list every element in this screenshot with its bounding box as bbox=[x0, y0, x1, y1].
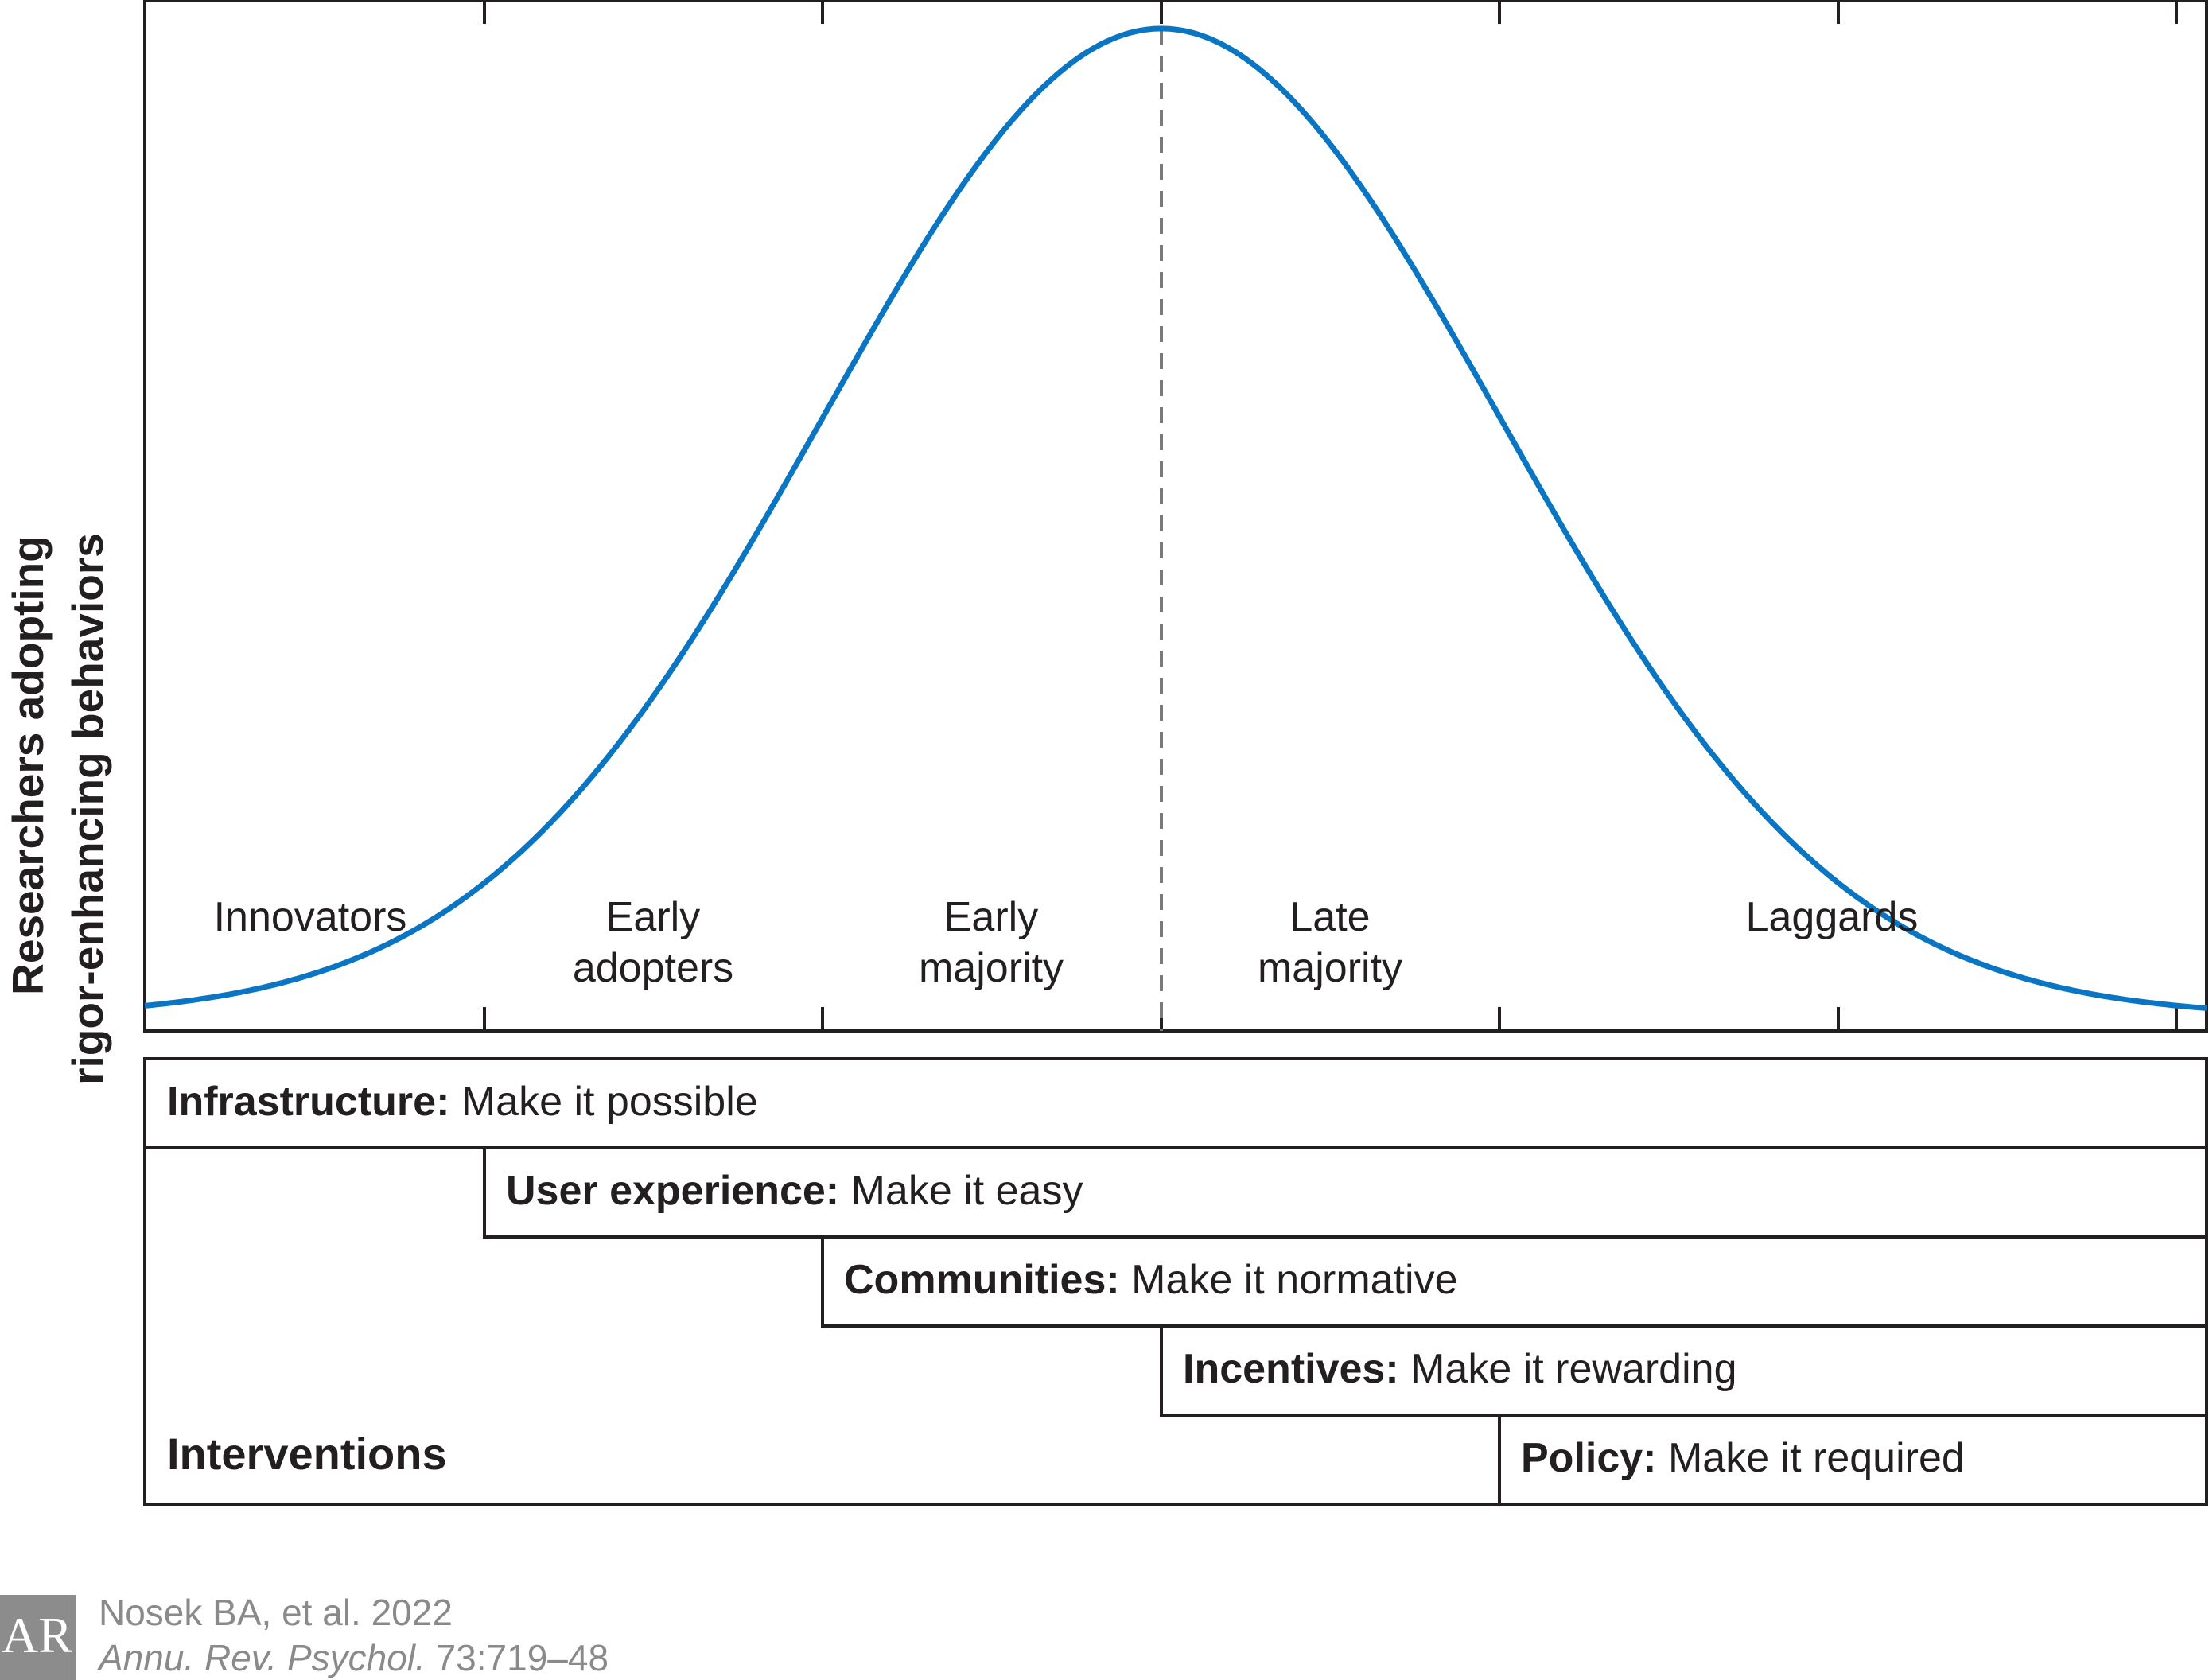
intervention-name: Communities: bbox=[844, 1257, 1120, 1303]
step-communities bbox=[821, 1237, 2207, 1328]
category-line-1: Early bbox=[605, 894, 701, 940]
category-line-2: majority bbox=[918, 945, 1064, 991]
intervention-name: Incentives: bbox=[1183, 1346, 1399, 1392]
step-incentives bbox=[1160, 1326, 2207, 1417]
intervention-desc: Make it required bbox=[1667, 1435, 1965, 1481]
logo-letters: AR bbox=[2, 1607, 72, 1663]
intervention-user-experience: User experience: Make it easy bbox=[506, 1167, 1083, 1215]
intervention-desc: Make it rewarding bbox=[1410, 1346, 1737, 1392]
intervention-desc: Make it possible bbox=[461, 1079, 758, 1125]
interventions-grid bbox=[143, 1057, 2208, 1506]
step-user-experience bbox=[483, 1148, 2207, 1239]
category-early-majority: Early majority bbox=[824, 892, 1158, 994]
citation-journal: Annu. Rev. Psychol. bbox=[99, 1637, 426, 1678]
intervention-name: Policy: bbox=[1521, 1435, 1657, 1481]
category-line-2: majority bbox=[1257, 945, 1403, 991]
top-ticks bbox=[483, 0, 2178, 24]
category-line-2: adopters bbox=[572, 945, 734, 991]
category-early-adopters: Early adopters bbox=[486, 892, 820, 994]
intervention-policy: Policy: Make it required bbox=[1521, 1434, 1965, 1482]
interventions-title: Interventions bbox=[167, 1429, 447, 1479]
category-laggards: Laggards bbox=[1665, 892, 1999, 943]
intervention-name: User experience: bbox=[506, 1168, 840, 1214]
category-line-1: Late bbox=[1289, 894, 1371, 940]
intervention-infrastructure: Infrastructure: Make it possible bbox=[167, 1078, 758, 1126]
category-line-2: Laggards bbox=[1745, 894, 1919, 940]
category-innovators: Innovators bbox=[143, 892, 477, 943]
intervention-communities: Communities: Make it normative bbox=[844, 1256, 1458, 1304]
category-line-2: Innovators bbox=[213, 894, 407, 940]
intervention-name: Infrastructure: bbox=[167, 1079, 450, 1125]
citation-authors: Nosek BA, et al. 2022 bbox=[99, 1592, 453, 1633]
intervention-desc: Make it normative bbox=[1131, 1257, 1458, 1303]
category-late-majority: Late majority bbox=[1163, 892, 1497, 994]
intervention-desc: Make it easy bbox=[850, 1168, 1083, 1214]
intervention-incentives: Incentives: Make it rewarding bbox=[1183, 1345, 1737, 1393]
bottom-ticks bbox=[483, 1007, 2178, 1031]
category-line-1: Early bbox=[943, 894, 1039, 940]
plot-frame bbox=[143, 0, 2208, 1032]
citation-journal-line: Annu. Rev. Psychol. 73:719–48 bbox=[99, 1636, 609, 1679]
bell-curve bbox=[144, 25, 2207, 1011]
interventions-frame bbox=[143, 1057, 2208, 1506]
annual-reviews-logo: AR bbox=[0, 1595, 76, 1680]
citation-pages: 73:719–48 bbox=[435, 1637, 609, 1678]
